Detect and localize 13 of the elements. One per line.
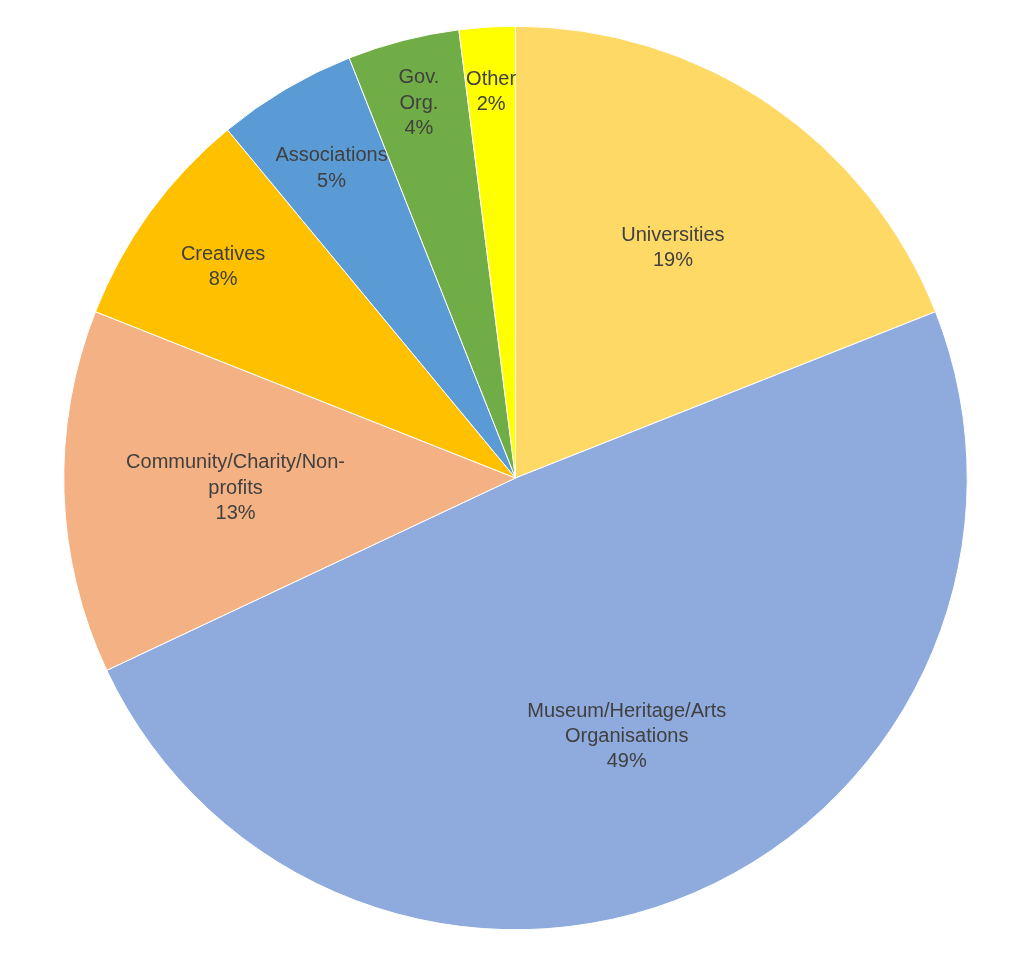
data-label: 4% xyxy=(404,116,434,138)
data-label: 13% xyxy=(215,501,256,524)
data-label: 8% xyxy=(208,267,238,290)
slice-label: Creatives xyxy=(180,241,266,264)
slice-label: Museum/Heritage/Arts Organisations xyxy=(527,698,727,747)
slice-label: Gov. Org. xyxy=(398,65,440,113)
data-label: 2% xyxy=(476,91,506,114)
slice-label: Associations xyxy=(275,143,388,166)
slice-label: Universities xyxy=(621,222,725,245)
data-label: 5% xyxy=(317,168,347,191)
slice-label: Community/Charity/Non-profits xyxy=(126,450,346,498)
data-label: 19% xyxy=(652,247,694,270)
data-label: 49% xyxy=(606,749,647,772)
